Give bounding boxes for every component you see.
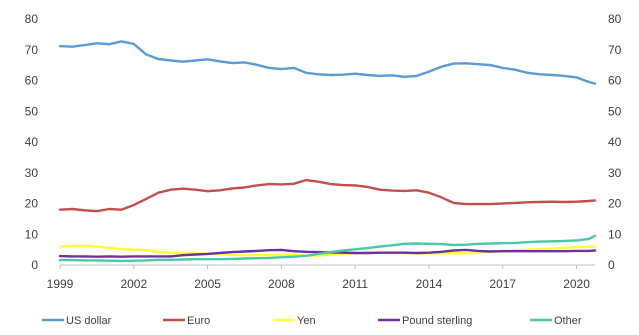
x-tick-label: 2014 xyxy=(416,277,443,291)
x-tick-label: 2002 xyxy=(120,277,147,291)
series-layer xyxy=(58,40,597,263)
x-tick-label: 1999 xyxy=(47,277,74,291)
y-tick-label-right: 50 xyxy=(608,104,622,118)
y-tick-label-left: 50 xyxy=(25,104,39,118)
legend-label-us-dollar: US dollar xyxy=(66,315,112,327)
y-axis-right: 0 10 20 30 40 50 60 70 80 xyxy=(608,12,622,272)
legend-label-pound-sterling: Pound sterling xyxy=(402,315,472,327)
x-tick-label: 2017 xyxy=(489,277,516,291)
y-tick-label-right: 20 xyxy=(608,197,622,211)
y-tick-label-left: 70 xyxy=(25,43,39,57)
series-line-other xyxy=(58,234,597,263)
legend: US dollar Euro Yen Pound sterling Other xyxy=(42,315,582,327)
y-axis-left: 0 10 20 30 40 50 60 70 80 xyxy=(25,12,39,272)
x-tick-label: 2005 xyxy=(194,277,221,291)
y-tick-label-right: 40 xyxy=(608,135,622,149)
legend-label-other: Other xyxy=(554,315,582,327)
series-line-us-dollar xyxy=(58,40,597,85)
x-tick-label: 2011 xyxy=(342,277,368,291)
x-tick-label: 2008 xyxy=(268,277,295,291)
y-tick-label-left: 40 xyxy=(25,135,39,149)
y-tick-label-left: 30 xyxy=(25,166,39,180)
y-tick-label-left: 20 xyxy=(25,197,39,211)
series-line-euro xyxy=(58,178,597,213)
y-tick-label-right: 10 xyxy=(608,227,622,241)
y-tick-label-left: 80 xyxy=(25,12,39,26)
y-tick-label-right: 60 xyxy=(608,74,622,88)
y-tick-label-right: 80 xyxy=(608,12,622,26)
y-tick-label-left: 60 xyxy=(25,74,39,88)
x-tick-label: 2020 xyxy=(563,277,590,291)
legend-label-euro: Euro xyxy=(187,315,210,327)
y-tick-label-right: 70 xyxy=(608,43,622,57)
y-tick-label-left: 10 xyxy=(25,227,39,241)
y-tick-label-right: 0 xyxy=(608,258,615,272)
legend-label-yen: Yen xyxy=(297,315,316,327)
y-tick-label-right: 30 xyxy=(608,166,622,180)
y-tick-label-left: 0 xyxy=(31,258,38,272)
x-axis: 1999 2002 2005 2008 2011 2014 2017 2020 xyxy=(47,264,595,291)
